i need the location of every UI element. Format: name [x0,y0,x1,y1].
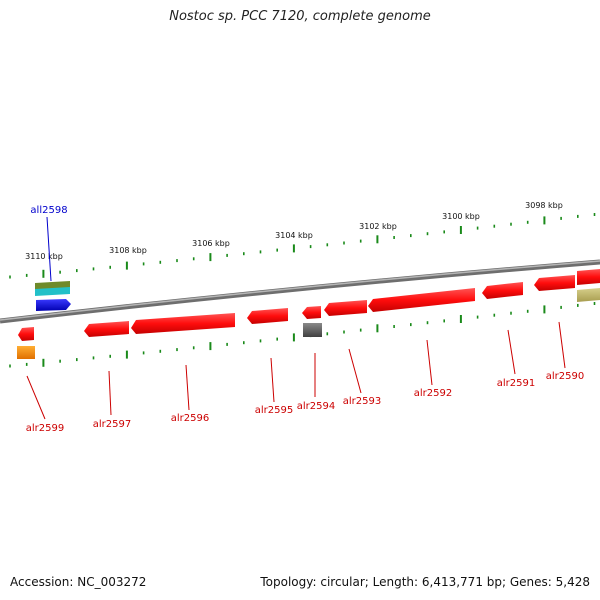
kbp-label-3108: 3108 kbp [109,246,147,255]
leader-alr2597 [108,370,112,416]
gene-alr2592[interactable] [368,288,475,312]
scale-labels: 3110 kbp 3108 kbp 3106 kbp 3104 kbp 3102… [25,201,563,261]
gene-alr2594[interactable] [302,306,321,319]
label-alr2596[interactable]: alr2596 [171,413,209,424]
label-alr2590[interactable]: alr2590 [546,371,584,382]
kbp-label-3104: 3104 kbp [275,231,313,240]
gene-alr2596[interactable] [131,313,235,334]
leader-alr2591 [507,329,516,375]
gene-features [17,275,575,359]
leader-all2598 [46,216,52,282]
kbp-label-3102: 3102 kbp [359,222,397,231]
gene-alr2599[interactable] [18,327,34,341]
page-title: Nostoc sp. PCC 7120, complete genome [169,9,431,24]
leader-alr2590 [558,321,566,369]
kbp-label-3110: 3110 kbp [25,252,63,261]
label-alr2592[interactable]: alr2592 [414,388,452,399]
leader-alr2596 [185,364,190,411]
leader-alr2599 [26,375,46,420]
gene-alr2590[interactable] [534,275,575,291]
gene-khaki-fwd-right[interactable] [577,288,600,302]
genome-backbone [0,259,600,324]
lower-scale [9,302,596,368]
leader-lines [26,216,566,420]
leader-alr2593 [348,348,362,394]
kbp-label-3098: 3098 kbp [525,201,563,210]
gene-alr2597[interactable] [84,321,129,337]
gene-labels: all2598 alr2599 alr2597 alr2596 alr2595 … [26,205,584,434]
leader-alr2595 [270,357,275,403]
label-alr2593[interactable]: alr2593 [343,396,381,407]
upper-scale [9,213,596,279]
gene-alr2595[interactable] [247,308,288,324]
label-alr2591[interactable]: alr2591 [497,378,535,389]
label-alr2594[interactable]: alr2594 [297,401,335,412]
label-alr2595[interactable]: alr2595 [255,405,293,416]
label-all2598[interactable]: all2598 [30,205,67,216]
gene-blue-arrow[interactable] [36,299,71,311]
kbp-label-3106: 3106 kbp [192,239,230,248]
gene-red-fwd-right[interactable] [577,269,600,285]
label-alr2597[interactable]: alr2597 [93,419,131,430]
label-alr2599[interactable]: alr2599 [26,423,64,434]
leader-alr2592 [426,339,433,386]
gene-orange-box[interactable] [17,346,35,359]
gene-all2598-cyan [35,287,70,296]
forward-features [35,269,600,311]
genome-backbone-highlight [0,260,600,321]
kbp-label-3100: 3100 kbp [442,212,480,221]
accession-text: Accession: NC_003272 [10,575,147,589]
topology-text: Topology: circular; Length: 6,413,771 bp… [260,575,590,589]
gene-gray-box[interactable] [303,323,322,337]
gene-alr2593[interactable] [324,300,367,316]
gene-alr2591[interactable] [482,282,523,299]
